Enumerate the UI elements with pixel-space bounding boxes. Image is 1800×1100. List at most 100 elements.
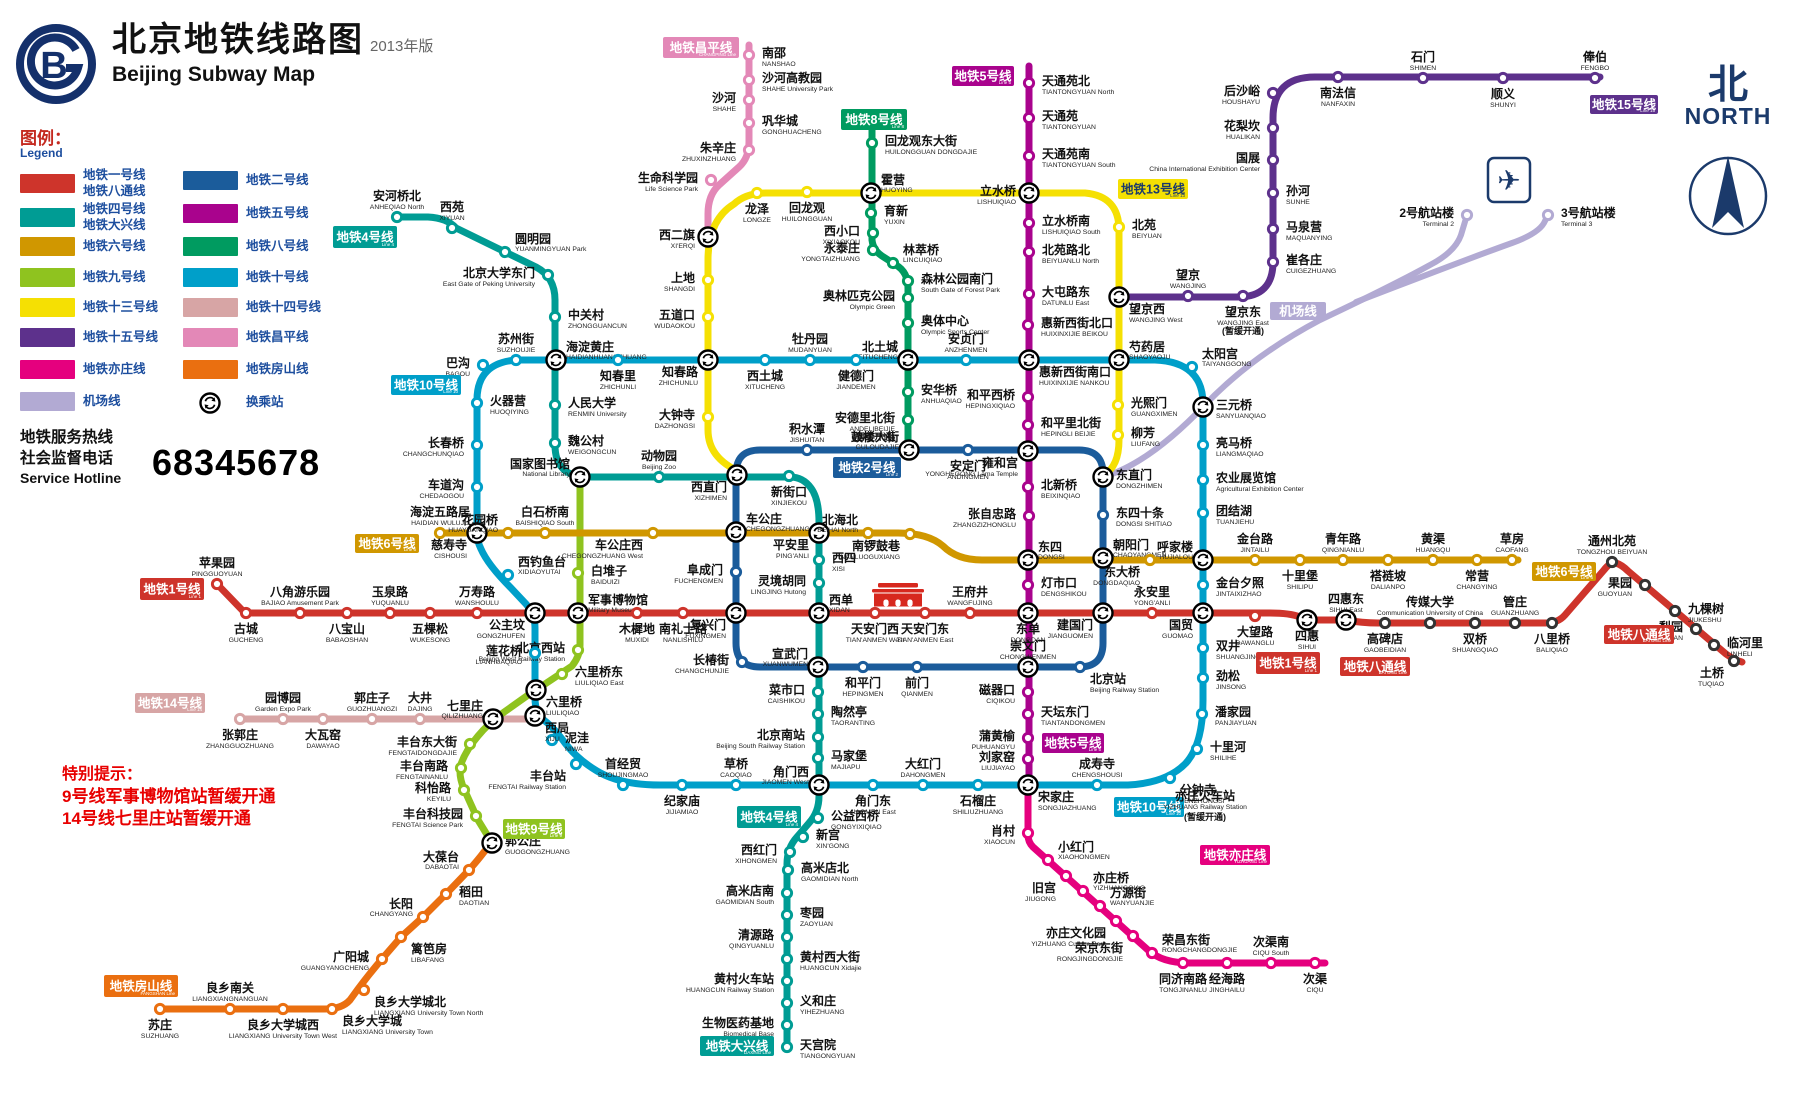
legend-color-swatch [20, 237, 75, 257]
svg-text:枣园: 枣园 [799, 905, 824, 920]
svg-text:WANGJING East: WANGJING East [1217, 320, 1269, 327]
svg-text:磁器口: 磁器口 [978, 682, 1015, 697]
svg-text:西红门: 西红门 [741, 842, 777, 857]
svg-text:DAZHONGSI: DAZHONGSI [655, 423, 696, 430]
svg-text:DABAOTAI: DABAOTAI [425, 864, 459, 871]
svg-text:2号航站楼: 2号航站楼 [1399, 205, 1454, 220]
legend-item-label: 地铁昌平线 [246, 329, 309, 344]
svg-text:Beijing Railway Station: Beijing Railway Station [1090, 687, 1159, 694]
svg-text:SHAHE University Park: SHAHE University Park [762, 86, 834, 93]
svg-text:HAIDIANHUANGZHUANG: HAIDIANHUANGZHUANG [566, 354, 647, 361]
svg-text:陶然亭: 陶然亭 [831, 704, 867, 719]
svg-text:ZHANGZIZHONGLU: ZHANGZIZHONGLU [953, 522, 1016, 529]
svg-text:FENGBO: FENGBO [1581, 65, 1610, 72]
legend-color-swatch [20, 392, 75, 412]
svg-text:同济南路: 同济南路 [1159, 971, 1208, 986]
svg-text:公主坟: 公主坟 [489, 617, 525, 632]
svg-text:TIANTONGYUAN South: TIANTONGYUAN South [1042, 162, 1116, 169]
svg-text:丰台站: 丰台站 [530, 768, 566, 783]
svg-text:张郭庄: 张郭庄 [222, 727, 258, 742]
legend-item-地铁二号线: 地铁二号线 [183, 171, 309, 191]
svg-text:草桥: 草桥 [724, 756, 749, 771]
svg-text:GUANGXIMEN: GUANGXIMEN [1131, 411, 1178, 418]
svg-text:苏州街: 苏州街 [498, 331, 534, 346]
svg-text:GULOUDAJIE: GULOUDAJIE [856, 444, 900, 451]
svg-text:LIBAFANG: LIBAFANG [411, 957, 444, 964]
svg-text:HUJIALOU: HUJIALOU [1159, 554, 1193, 561]
svg-text:(暂缓开通): (暂缓开通) [853, 431, 895, 442]
svg-text:东直门: 东直门 [1116, 467, 1152, 482]
svg-text:TIAN'ANMEN West: TIAN'ANMEN West [846, 637, 905, 644]
svg-text:朝阳门: 朝阳门 [1113, 537, 1149, 552]
edition-label: 2013年版 [370, 38, 434, 55]
svg-text:地铁14号线: 地铁14号线 [138, 696, 202, 711]
svg-text:七里庄: 七里庄 [447, 698, 483, 713]
legend-color-swatch [183, 328, 238, 348]
svg-text:丰台科技园: 丰台科技园 [403, 806, 463, 821]
svg-text:大井: 大井 [408, 690, 432, 705]
line-ap [1100, 212, 1551, 480]
svg-text:CUIGEZHUANG: CUIGEZHUANG [1286, 268, 1336, 275]
svg-text:NANLUOGUXIANG: NANLUOGUXIANG [840, 554, 900, 561]
svg-text:YIZHUANG Railway Station: YIZHUANG Railway Station [1163, 804, 1247, 811]
svg-text:PANJIAYUAN: PANJIAYUAN [1215, 720, 1257, 727]
svg-text:GUOYUAN: GUOYUAN [1598, 591, 1632, 598]
legend-item-地铁房山线: 地铁房山线 [183, 360, 309, 380]
svg-text:大钟寺: 大钟寺 [659, 407, 695, 422]
svg-text:亦庄桥: 亦庄桥 [1093, 870, 1130, 885]
svg-text:JINSONG: JINSONG [1216, 684, 1246, 691]
svg-text:地铁13号线: 地铁13号线 [1121, 182, 1185, 197]
svg-text:长椿街: 长椿街 [693, 652, 729, 667]
svg-text:WANGFUJING: WANGFUJING [947, 600, 992, 607]
svg-text:GUANZHUANG: GUANZHUANG [1491, 610, 1539, 617]
svg-text:NANFAXIN: NANFAXIN [1321, 101, 1355, 108]
svg-text:建国门: 建国门 [1056, 617, 1093, 632]
svg-text:慈寿寺: 慈寿寺 [431, 537, 467, 552]
svg-text:地铁4号线: 地铁4号线 [741, 810, 798, 825]
svg-text:WANSHOULU: WANSHOULU [455, 600, 499, 607]
svg-text:HOUSHAYU: HOUSHAYU [1222, 99, 1260, 106]
svg-text:XI'ERQI: XI'ERQI [671, 243, 695, 250]
svg-text:National Library: National Library [522, 471, 570, 478]
hotline-label-en: Service Hotline [20, 469, 122, 486]
svg-text:CHENGSHOUSI: CHENGSHOUSI [1072, 772, 1123, 779]
svg-text:XIAOHONGMEN: XIAOHONGMEN [1058, 854, 1110, 861]
svg-text:九棵树: 九棵树 [1687, 601, 1724, 616]
svg-text:HUANGCUN Railway Station: HUANGCUN Railway Station [686, 987, 774, 994]
